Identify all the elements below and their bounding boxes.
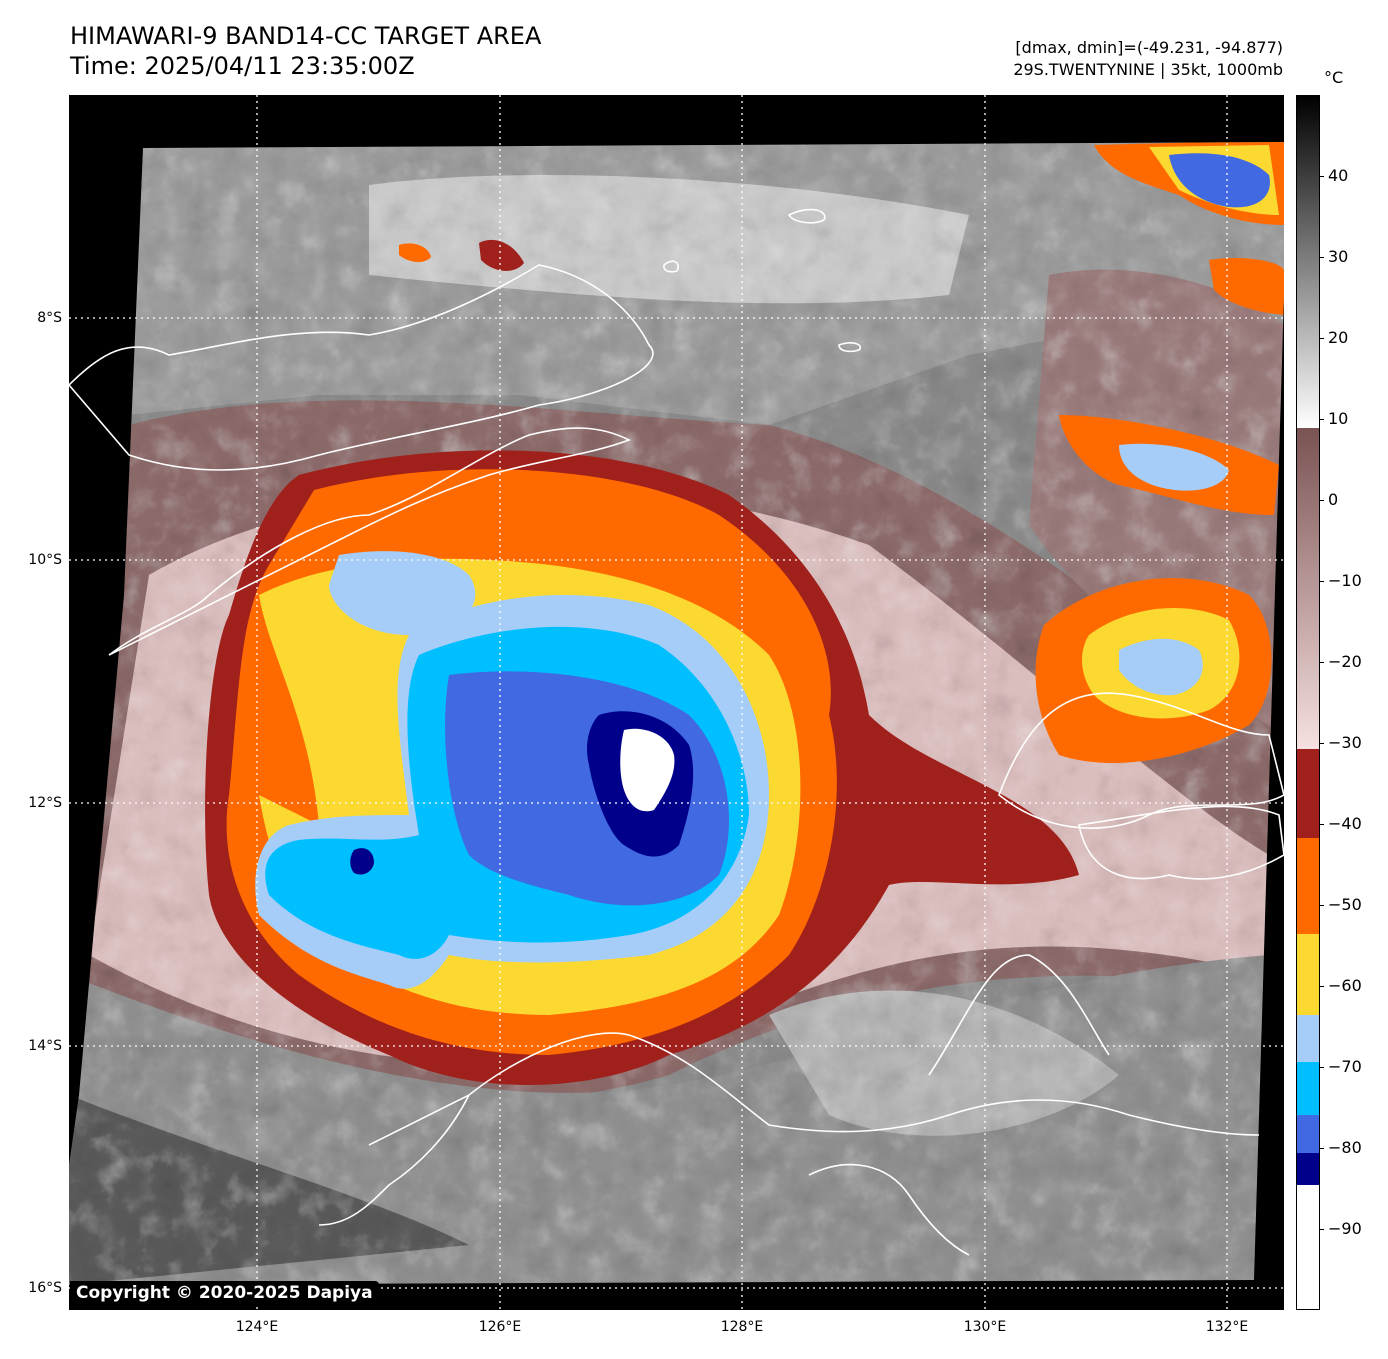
colorbar-tick-mark (1320, 500, 1324, 501)
colorbar-tick-label: −20 (1328, 652, 1362, 671)
ne-convection (399, 142, 1284, 764)
temperature-colorbar (1296, 95, 1320, 1310)
lon-label-132e: 132°E (1205, 1319, 1249, 1335)
coastlines (69, 208, 1284, 1256)
lat-label-16s: 16°S (28, 1280, 62, 1296)
title-line-1: HIMAWARI-9 BAND14-CC TARGET AREA (70, 22, 542, 50)
lon-label-130e: 130°E (963, 1319, 1007, 1335)
colorbar-tick-label: −80 (1328, 1138, 1362, 1157)
colorbar-tick-label: 10 (1328, 409, 1349, 428)
colorbar-tick-label: −30 (1328, 733, 1362, 752)
lon-label-126e: 126°E (478, 1319, 522, 1335)
colorbar-tick-label: −10 (1328, 571, 1362, 590)
lon-label-128e: 128°E (720, 1319, 764, 1335)
lat-label-8s: 8°S (37, 310, 62, 326)
colorbar-tick-mark (1320, 419, 1324, 420)
colorbar-tick-mark (1320, 176, 1324, 177)
colorbar-tick-mark (1320, 257, 1324, 258)
satellite-image (69, 95, 1284, 1310)
colorbar-tick-label: −60 (1328, 976, 1362, 995)
colorbar-tick-mark (1320, 662, 1324, 663)
data-range-text: [dmax, dmin]=(-49.231, -94.877) (1015, 38, 1283, 57)
colorbar-tick-label: 0 (1328, 490, 1339, 509)
graticule (69, 95, 1284, 1310)
colorbar-tick-label: −90 (1328, 1219, 1362, 1238)
lat-label-12s: 12°S (28, 795, 62, 811)
colorbar-tick-label: 20 (1328, 328, 1349, 347)
colorbar-tick-mark (1320, 1148, 1324, 1149)
colorbar-tick-mark (1320, 338, 1324, 339)
colorbar-tick-label: 30 (1328, 247, 1349, 266)
colorbar-tick-mark (1320, 1067, 1324, 1068)
colorbar-tick-label: 40 (1328, 166, 1349, 185)
colorbar-tick-mark (1320, 824, 1324, 825)
colorbar-tick-mark (1320, 743, 1324, 744)
colorbar-tick-mark (1320, 1229, 1324, 1230)
colorbar-tick-label: −50 (1328, 895, 1362, 914)
lat-label-14s: 14°S (28, 1038, 62, 1054)
colorbar-tick-mark (1320, 905, 1324, 906)
ir-imagery (69, 95, 1284, 1310)
copyright-label: Copyright © 2020-2025 Dapiya (70, 1281, 379, 1306)
colorbar-tick-mark (1320, 986, 1324, 987)
colorbar-scale (1297, 96, 1319, 1309)
colorbar-tick-label: −40 (1328, 814, 1362, 833)
colorbar-tick-label: −70 (1328, 1057, 1362, 1076)
cyclone-core (205, 450, 1079, 1085)
storm-info-text: 29S.TWENTYNINE | 35kt, 1000mb (1013, 60, 1283, 79)
lon-label-124e: 124°E (235, 1319, 279, 1335)
colorbar-unit: °C (1324, 68, 1344, 87)
title-line-2: Time: 2025/04/11 23:35:00Z (70, 52, 415, 80)
colorbar-tick-mark (1320, 581, 1324, 582)
lat-label-10s: 10°S (28, 552, 62, 568)
